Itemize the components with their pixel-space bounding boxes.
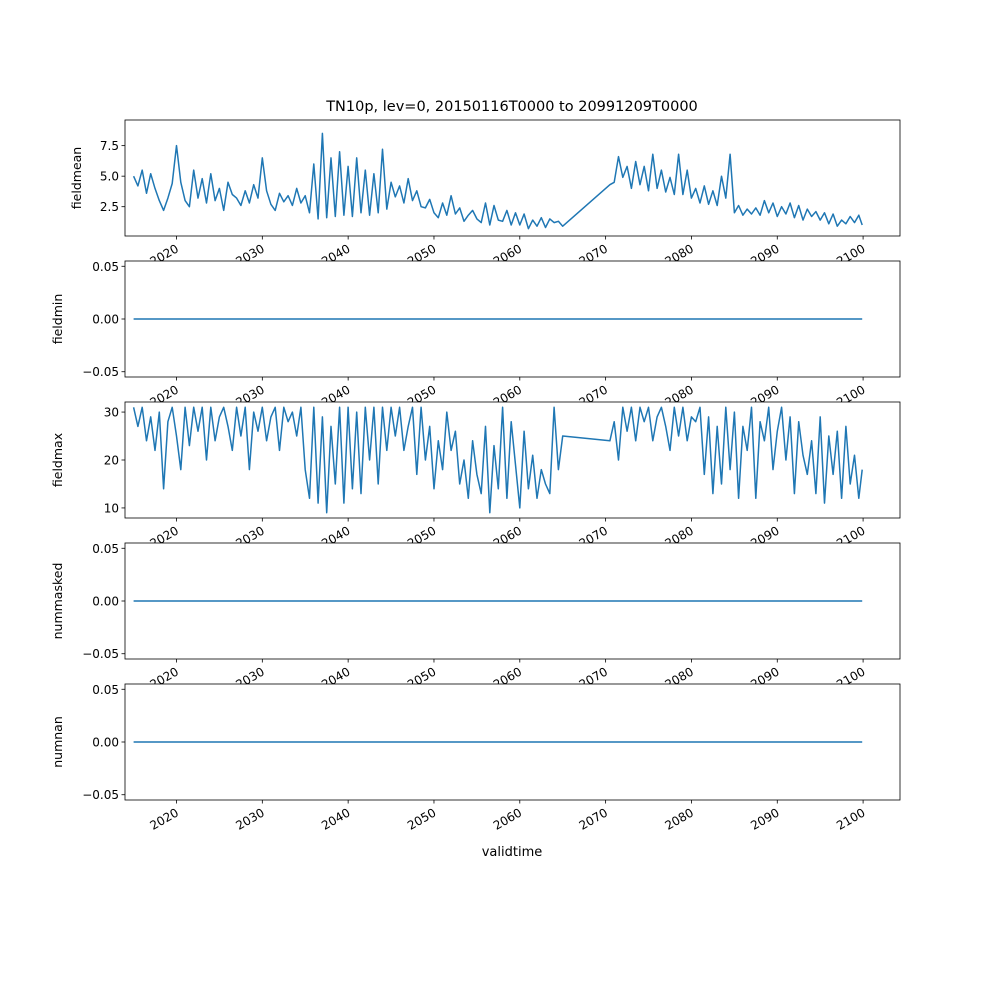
fieldmean-ytick-label: 2.5 — [100, 200, 119, 214]
fieldmax-y-axis-label: fieldmax — [50, 433, 65, 487]
fieldmean-ytick-label: 5.0 — [100, 170, 119, 184]
fieldmin-ytick-label: −0.05 — [82, 365, 119, 379]
chart-title: TN10p, lev=0, 20150116T0000 to 20991209T… — [325, 99, 698, 115]
nummasked-ytick-label: 0.05 — [92, 542, 119, 556]
numnan-ytick-label: −0.05 — [82, 788, 119, 802]
x-axis-label: validtime — [482, 845, 543, 860]
numnan-ytick-label: 0.05 — [92, 683, 119, 697]
fieldmax-ytick-label: 30 — [104, 406, 119, 420]
fieldmin-ytick-label: 0.00 — [92, 313, 119, 327]
numnan-y-axis-label: numnan — [50, 716, 65, 768]
nummasked-y-axis-label: nummasked — [50, 563, 65, 640]
nummasked-ytick-label: 0.00 — [92, 595, 119, 609]
fieldmax-ytick-label: 20 — [104, 454, 119, 468]
fieldmin-y-axis-label: fieldmin — [50, 294, 65, 345]
fieldmin-ytick-label: 0.05 — [92, 260, 119, 274]
fieldmean-axes-frame — [124, 119, 901, 237]
fieldmean-series-line — [132, 132, 863, 230]
fieldmean-y-axis-label: fieldmean — [69, 147, 84, 209]
numnan-ytick-label: 0.00 — [92, 736, 119, 750]
nummasked-ytick-label: −0.05 — [82, 647, 119, 661]
fieldmax-ytick-label: 10 — [104, 501, 119, 515]
fieldmax-series-line — [132, 406, 863, 514]
fieldmean-ytick-label: 7.5 — [100, 139, 119, 153]
subplot-background — [125, 402, 900, 518]
